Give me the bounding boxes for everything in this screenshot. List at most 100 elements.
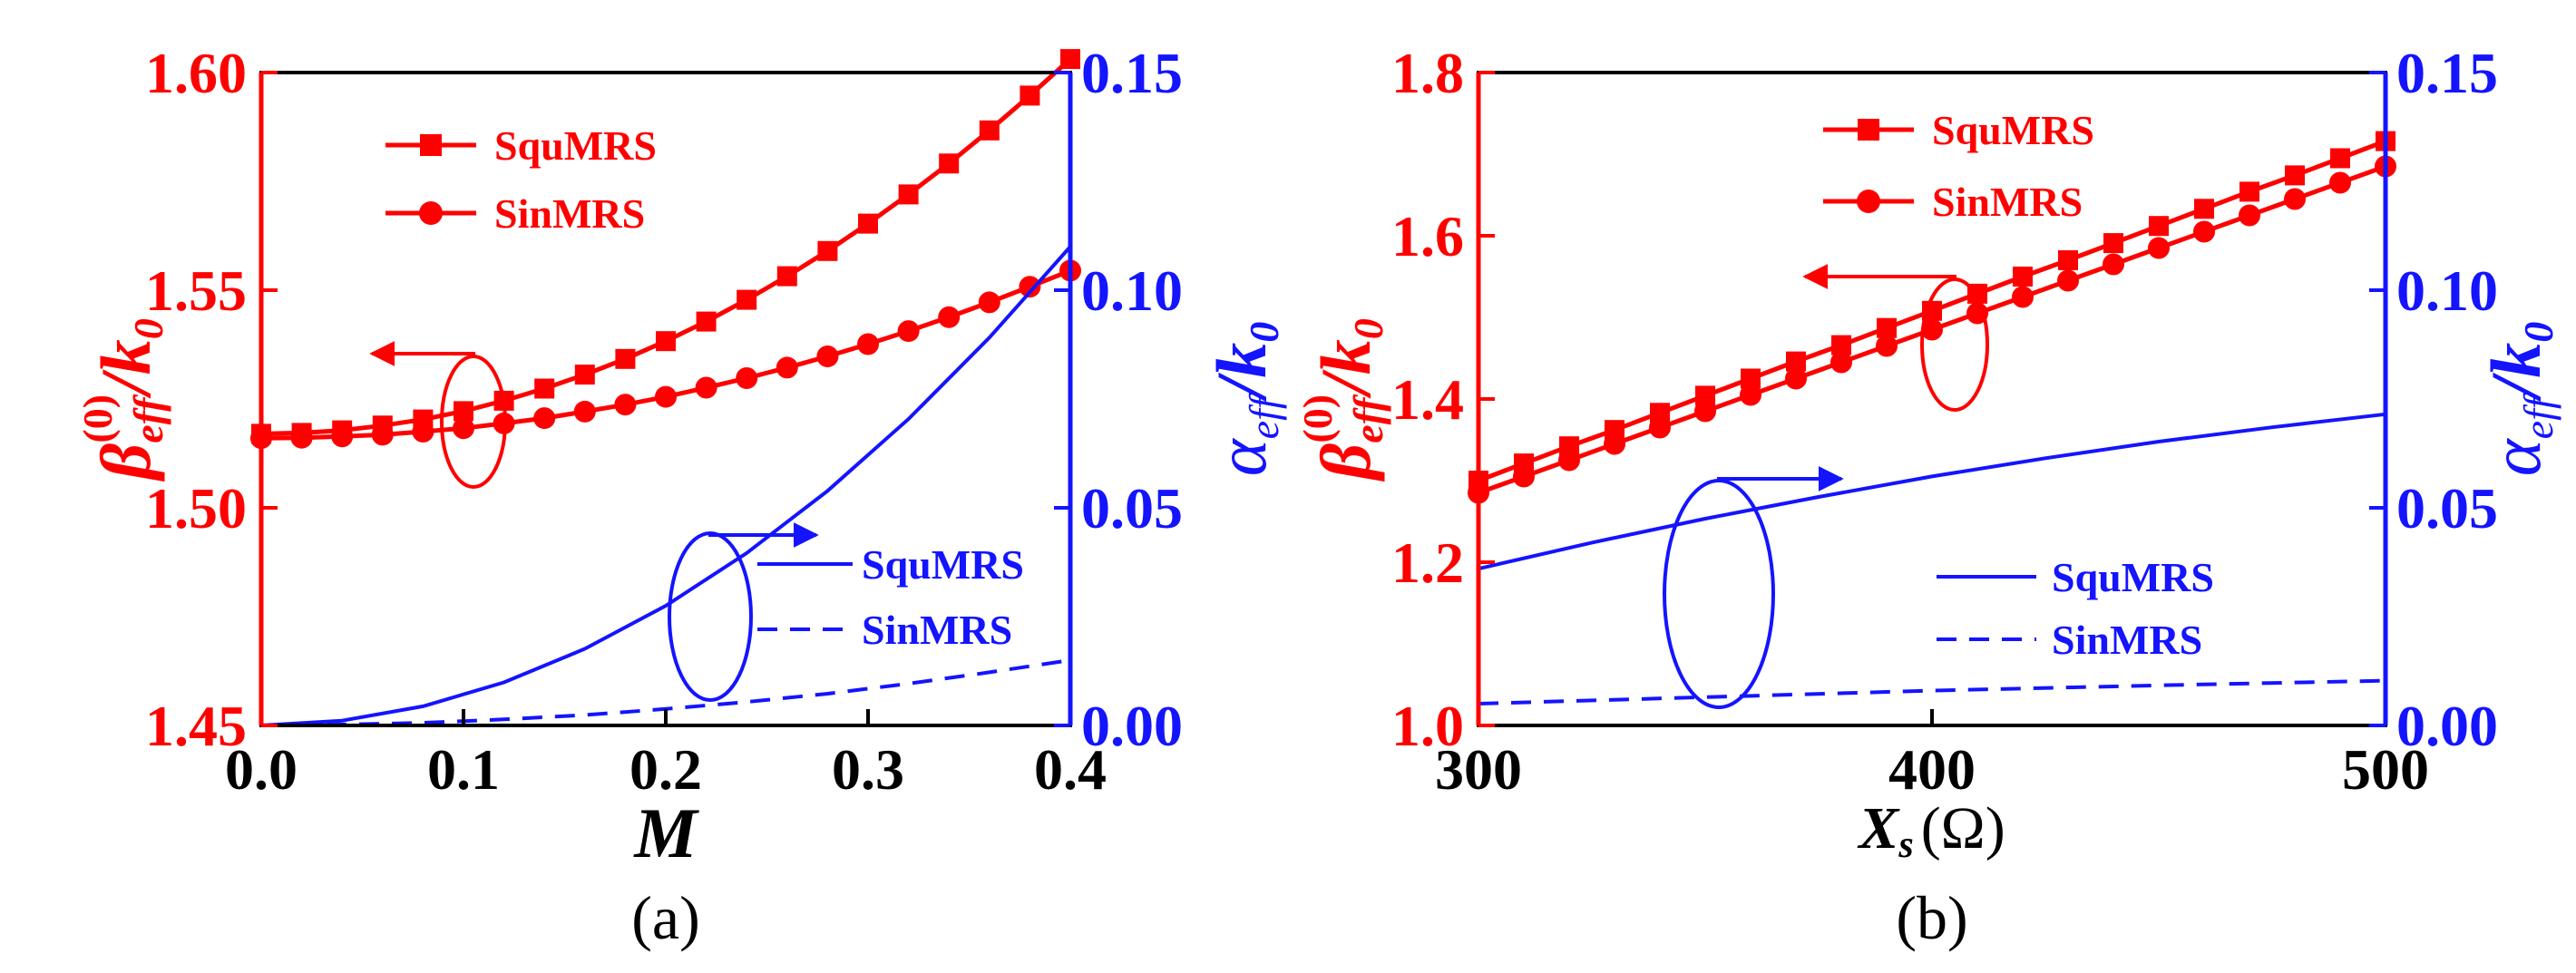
xlabel-unit: (Ω) bbox=[1921, 795, 2005, 861]
data-point-squmrs bbox=[2149, 216, 2169, 237]
panel-a-legend-alpha-sin: SinMRS bbox=[862, 607, 1012, 653]
ylabel-right-tail: /k bbox=[2476, 343, 2555, 403]
svg-text:αeff/k0: αeff/k0 bbox=[1202, 322, 1287, 477]
panel-a-ytick-right: 0.05 bbox=[1081, 476, 1183, 540]
data-point-squmrs bbox=[737, 289, 757, 310]
ylabel-right-sub: eff bbox=[2515, 392, 2561, 439]
svg-text:βeff(0)/k0: βeff(0)/k0 bbox=[74, 318, 171, 482]
data-point-sinmrs bbox=[2057, 269, 2079, 292]
panel-b-legend-alpha: SquMRS SinMRS bbox=[1937, 554, 2214, 663]
panel-b-xtick: 500 bbox=[2342, 737, 2429, 802]
data-point-sinmrs bbox=[978, 291, 1000, 314]
legend-square-marker bbox=[1858, 119, 1879, 141]
ylabel-right-tail: /k bbox=[1202, 343, 1281, 403]
ylabel-left-main: β bbox=[1306, 443, 1385, 482]
panel-a-ytick-left: 1.45 bbox=[145, 694, 247, 758]
panel-a-xtick: 0.3 bbox=[832, 737, 904, 802]
panel-b-xlabel: Xs (Ω) bbox=[1857, 795, 2005, 866]
ylabel-left-sub: eff bbox=[1345, 394, 1391, 443]
series-line-squmrs-right bbox=[1478, 412, 2386, 571]
panel-a-ytick-left: 1.60 bbox=[145, 41, 247, 105]
panel-b-beta-arrow bbox=[1802, 264, 1956, 289]
panel-a-xtick: 0.0 bbox=[225, 737, 298, 802]
ylabel-left-sub: eff bbox=[125, 394, 171, 443]
panel-b-ytick-left: 1.4 bbox=[1391, 367, 1464, 432]
svg-text:βeff(0)/k0: βeff(0)/k0 bbox=[1294, 318, 1391, 482]
data-point-squmrs bbox=[898, 184, 919, 205]
data-point-sinmrs bbox=[1830, 351, 1852, 374]
panel-a-legend-beta-sin: SinMRS bbox=[494, 190, 645, 237]
panel-a-legend-alpha-squ: SquMRS bbox=[862, 541, 1024, 588]
data-point-squmrs bbox=[2330, 148, 2350, 169]
xlabel-main: X bbox=[1857, 795, 1900, 861]
data-point-squmrs bbox=[2058, 250, 2078, 270]
panel-b-ytick-left: 1.6 bbox=[1391, 204, 1464, 268]
panel-a: 1.45 1.50 1.55 1.60 0.00 0.05 0.10 0.15 … bbox=[74, 41, 1287, 952]
data-point-sinmrs bbox=[736, 367, 758, 389]
panel-a-xlabel: M bbox=[632, 793, 699, 872]
panel-a-ytick-right: 0.15 bbox=[1081, 41, 1183, 105]
ylabel-left-tail-sub: 0 bbox=[125, 318, 171, 339]
data-point-sinmrs bbox=[2329, 171, 2351, 194]
data-point-squmrs bbox=[454, 401, 473, 422]
data-point-squmrs bbox=[534, 378, 555, 399]
data-point-squmrs bbox=[2103, 233, 2123, 254]
panel-a-left-ticks bbox=[261, 71, 278, 727]
data-point-squmrs bbox=[2239, 181, 2259, 202]
panel-a-xtick: 0.1 bbox=[427, 737, 500, 802]
panel-a-right-ticks bbox=[1054, 71, 1070, 727]
data-point-squmrs bbox=[1877, 317, 1897, 338]
series-line-squmrs-right bbox=[260, 245, 1072, 727]
data-point-squmrs bbox=[615, 348, 636, 369]
xlabel-sub: s bbox=[1898, 824, 1913, 866]
panel-a-xtick: 0.2 bbox=[629, 737, 702, 802]
data-point-sinmrs bbox=[1513, 465, 1535, 488]
panel-b-alpha-arrow bbox=[1717, 466, 1844, 491]
ylabel-right-sub: eff bbox=[1241, 392, 1287, 439]
panel-b-frame bbox=[1477, 71, 2387, 727]
panel-a-legend-beta-squ: SquMRS bbox=[494, 122, 657, 169]
data-point-sinmrs bbox=[1649, 416, 1671, 439]
panel-b-ytick-right: 0.10 bbox=[2396, 258, 2498, 323]
panel-b-legend-alpha-squ: SquMRS bbox=[2052, 554, 2214, 600]
svg-text:αeff/k0: αeff/k0 bbox=[2476, 322, 2561, 477]
data-point-squmrs bbox=[696, 311, 717, 332]
ylabel-left-tail: /k bbox=[1306, 339, 1385, 399]
data-point-sinmrs bbox=[2012, 286, 2034, 308]
data-point-sinmrs bbox=[1558, 449, 1580, 472]
panel-a-alpha-arrow bbox=[708, 522, 819, 548]
data-point-sinmrs bbox=[695, 376, 717, 399]
data-point-sinmrs bbox=[371, 423, 394, 446]
panel-a-legend-alpha: SquMRS SinMRS bbox=[757, 541, 1024, 653]
ylabel-left-sup: (0) bbox=[74, 394, 121, 443]
data-point-sinmrs bbox=[331, 425, 354, 448]
data-point-sinmrs bbox=[1694, 400, 1716, 423]
data-point-sinmrs bbox=[1019, 276, 1041, 298]
data-point-squmrs bbox=[1741, 368, 1761, 389]
panel-b-ytick-right: 0.15 bbox=[2396, 41, 2498, 105]
panel-b-ylabel-right: αeff/k0 bbox=[2476, 322, 2561, 477]
panel-a-x-ticks bbox=[462, 709, 870, 725]
data-point-sinmrs bbox=[897, 320, 920, 343]
panel-b-ytick-right: 0.05 bbox=[2396, 476, 2498, 540]
data-point-sinmrs bbox=[1876, 335, 1898, 357]
ylabel-left-tail: /k bbox=[86, 339, 165, 399]
panel-a-ylabel-left: βeff(0)/k0 bbox=[74, 318, 171, 482]
data-point-sinmrs bbox=[573, 400, 596, 423]
panel-a-ytick-left: 1.50 bbox=[145, 476, 247, 540]
series-line-sinmrs-right bbox=[1478, 678, 2386, 705]
panel-b-beta-ellipse bbox=[1920, 277, 1989, 412]
panel-a-ylabel-right: αeff/k0 bbox=[1202, 322, 1287, 477]
data-point-sinmrs bbox=[1604, 433, 1625, 455]
panel-b-left-ticks bbox=[1478, 71, 1495, 727]
ylabel-left-tail-sub: 0 bbox=[1345, 318, 1391, 339]
data-point-squmrs bbox=[1060, 49, 1080, 70]
data-point-sinmrs bbox=[614, 394, 637, 416]
data-point-sinmrs bbox=[655, 385, 677, 408]
data-point-sinmrs bbox=[776, 356, 798, 379]
panel-b-ytick-right: 0.00 bbox=[2396, 694, 2498, 758]
data-point-sinmrs bbox=[816, 345, 839, 367]
data-point-sinmrs bbox=[857, 333, 879, 355]
data-point-squmrs bbox=[1695, 385, 1715, 406]
